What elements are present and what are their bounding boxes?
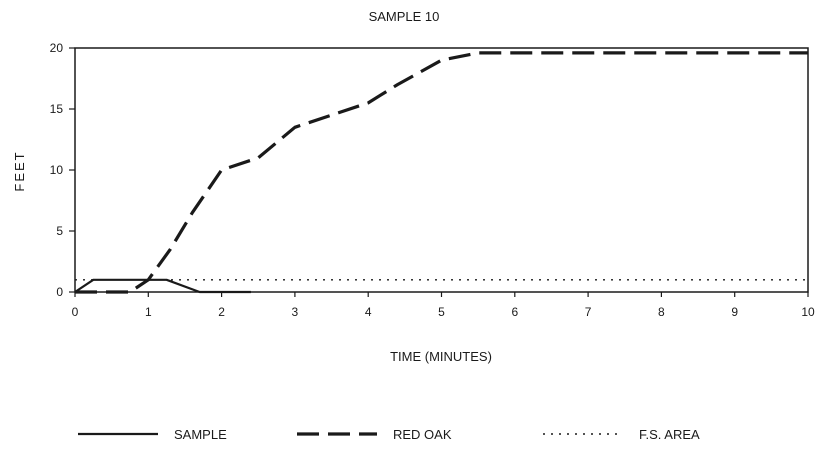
x-tick-label: 9 bbox=[731, 305, 738, 319]
x-tick-label: 0 bbox=[72, 305, 79, 319]
plot-area bbox=[74, 47, 809, 293]
legend: SAMPLE RED OAK F.S. AREA bbox=[78, 427, 700, 442]
chart-title: SAMPLE 10 bbox=[369, 9, 440, 24]
y-tick-label: 0 bbox=[56, 285, 63, 299]
x-tick-label: 8 bbox=[658, 305, 665, 319]
y-axis: 0 5 10 15 20 bbox=[50, 41, 75, 299]
y-tick-label: 15 bbox=[50, 102, 64, 116]
x-axis-label: TIME (MINUTES) bbox=[390, 349, 492, 364]
y-tick-label: 5 bbox=[56, 224, 63, 238]
series-line-sample bbox=[74, 278, 251, 294]
x-tick-label: 6 bbox=[511, 305, 518, 319]
legend-label: SAMPLE bbox=[174, 427, 227, 442]
x-axis: 0 1 2 3 4 5 6 7 8 9 10 bbox=[72, 292, 815, 319]
legend-label: RED OAK bbox=[393, 427, 452, 442]
x-tick-label: 2 bbox=[218, 305, 225, 319]
plot-border bbox=[74, 47, 809, 293]
legend-label: F.S. AREA bbox=[639, 427, 700, 442]
x-tick-label: 10 bbox=[801, 305, 815, 319]
series-layer bbox=[74, 51, 808, 294]
series-line-red-oak bbox=[75, 51, 808, 294]
x-tick-label: 7 bbox=[585, 305, 592, 319]
x-tick-label: 4 bbox=[365, 305, 372, 319]
y-axis-label: FEET bbox=[12, 150, 27, 191]
y-tick-label: 20 bbox=[50, 41, 64, 55]
x-tick-label: 1 bbox=[145, 305, 152, 319]
x-tick-label: 3 bbox=[292, 305, 299, 319]
x-tick-label: 5 bbox=[438, 305, 445, 319]
y-tick-label: 10 bbox=[50, 163, 64, 177]
